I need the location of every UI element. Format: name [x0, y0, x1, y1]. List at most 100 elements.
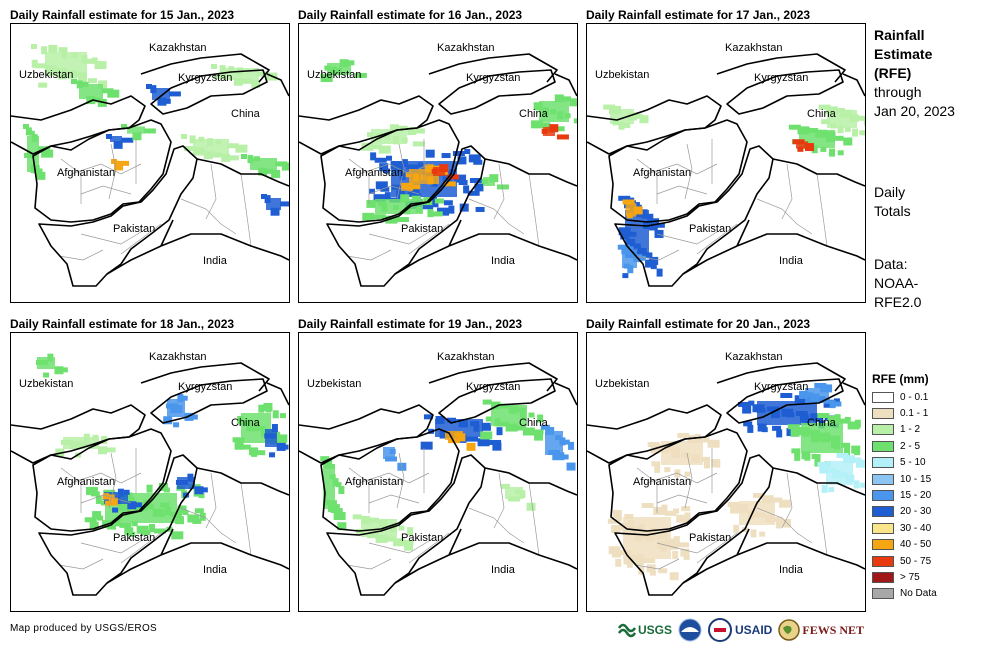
legend-label: > 75	[900, 571, 920, 583]
country-label-afghanistan: Afghanistan	[345, 476, 403, 488]
rainfall-cells	[607, 383, 865, 581]
country-label-kyrgyzstan: Kyrgyzstan	[178, 72, 232, 84]
side-title-line: Rainfall	[874, 27, 925, 43]
daily-totals-label: Daily Totals	[874, 183, 979, 221]
country-label-india: India	[203, 564, 228, 576]
country-label-pakistan: Pakistan	[401, 223, 443, 235]
rfe-legend: RFE (mm) 0 - 0.1 0.1 - 1 1 - 2 2 - 5 5 - 10 1…	[872, 372, 982, 602]
country-label-kyrgyzstan: Kyrgyzstan	[178, 381, 232, 393]
legend-item: 50 - 75	[872, 553, 982, 569]
country-label-india: India	[203, 255, 228, 267]
country-borders	[299, 362, 577, 596]
legend-swatch	[872, 539, 894, 551]
legend-item: 0 - 0.1	[872, 389, 982, 405]
agency-logos: USGS USAID FEWS NET	[618, 616, 870, 644]
country-label-china: China	[807, 108, 837, 120]
usgs-logo-icon	[618, 623, 636, 638]
legend-item: 20 - 30	[872, 504, 982, 520]
legend-item: No Data	[872, 586, 982, 602]
through-line: Jan 20, 2023	[874, 103, 955, 119]
data-line: Data:	[874, 256, 908, 272]
legend-label: 0.1 - 1	[900, 408, 929, 420]
rainfall-cells	[320, 399, 576, 551]
legend-item: 2 - 5	[872, 438, 982, 454]
country-label-pakistan: Pakistan	[113, 532, 155, 544]
country-label-pakistan: Pakistan	[401, 532, 443, 544]
side-title: Rainfall Estimate (RFE)	[874, 26, 979, 83]
noaa-logo-icon	[678, 618, 702, 642]
legend-label: 1 - 2	[900, 424, 921, 436]
country-borders	[299, 53, 577, 287]
legend-label: 15 - 20	[900, 490, 932, 502]
legend-item: 10 - 15	[872, 471, 982, 487]
through-date: through Jan 20, 2023	[874, 83, 979, 121]
map-credit: Map produced by USGS/EROS	[10, 623, 158, 634]
country-label-afghanistan: Afghanistan	[57, 167, 115, 179]
country-label-pakistan: Pakistan	[689, 532, 731, 544]
country-label-pakistan: Pakistan	[113, 223, 155, 235]
country-label-uzbekistan: Uzbekistan	[19, 378, 73, 390]
province-borders	[346, 139, 540, 261]
legend-label: 50 - 75	[900, 555, 932, 567]
country-label-kazakhstan: Kazakhstan	[437, 351, 494, 363]
panel-title: Daily Rainfall estimate for 16 Jan., 202…	[298, 8, 523, 22]
legend-swatch	[872, 490, 894, 502]
country-label-afghanistan: Afghanistan	[633, 476, 691, 488]
map-canvas: Kazakhstan Uzbekistan Kyrgyzstan China Afgha…	[587, 42, 865, 287]
country-label-uzbekistan: Uzbekistan	[307, 69, 361, 81]
legend-swatch	[872, 571, 894, 583]
rainfall-map: Kazakhstan Uzbekistan Kyrgyzstan China Afgha…	[10, 23, 290, 303]
country-borders	[11, 362, 289, 596]
panel-title: Daily Rainfall estimate for 20 Jan., 202…	[586, 317, 811, 331]
country-label-afghanistan: Afghanistan	[633, 167, 691, 179]
country-label-kazakhstan: Kazakhstan	[149, 351, 206, 363]
country-borders	[11, 53, 289, 287]
country-label-kazakhstan: Kazakhstan	[725, 42, 782, 54]
country-label-afghanistan: Afghanistan	[57, 476, 115, 488]
daily-line: Daily	[874, 184, 906, 200]
legend-label: 10 - 15	[900, 473, 932, 485]
country-label-india: India	[779, 255, 804, 267]
country-label-india: India	[491, 564, 516, 576]
legend-swatch	[872, 457, 894, 469]
country-label-india: India	[779, 564, 804, 576]
country-label-kazakhstan: Kazakhstan	[149, 42, 206, 54]
legend-label: 2 - 5	[900, 440, 921, 452]
fewsnet-logo-text: FEWS NET	[802, 622, 865, 637]
legend-item: 40 - 50	[872, 537, 982, 553]
legend-swatch	[872, 555, 894, 567]
legend-label: 40 - 50	[900, 539, 932, 551]
usaid-logo-text: USAID	[735, 623, 773, 637]
rainfall-map: Kazakhstan Uzbekistan Kyrgyzstan China Afgha…	[298, 332, 578, 612]
panel-title: Daily Rainfall estimate for 19 Jan., 202…	[298, 317, 523, 331]
map-canvas: Kazakhstan Uzbekistan Kyrgyzstan China Afgha…	[11, 351, 289, 596]
province-borders	[58, 139, 252, 261]
country-label-afghanistan: Afghanistan	[345, 167, 403, 179]
panel-title: Daily Rainfall estimate for 18 Jan., 202…	[10, 317, 235, 331]
country-label-kyrgyzstan: Kyrgyzstan	[754, 381, 808, 393]
country-label-china: China	[519, 417, 549, 429]
legend-items: 0 - 0.1 0.1 - 1 1 - 2 2 - 5 5 - 10 10 - 15 15 …	[872, 389, 982, 602]
map-canvas: Kazakhstan Uzbekistan Kyrgyzstan China Afgha…	[299, 42, 577, 287]
rainfall-cells	[603, 104, 865, 279]
legend-label: 0 - 0.1	[900, 391, 929, 403]
legend-swatch	[872, 506, 894, 518]
legend-item: 5 - 10	[872, 455, 982, 471]
country-label-kazakhstan: Kazakhstan	[725, 351, 782, 363]
legend-swatch	[872, 408, 894, 420]
country-label-kyrgyzstan: Kyrgyzstan	[466, 72, 520, 84]
country-label-uzbekistan: Uzbekistan	[595, 69, 649, 81]
side-title-line: Estimate	[874, 46, 933, 62]
legend-swatch	[872, 522, 894, 534]
legend-swatch	[872, 440, 894, 452]
map-canvas: Kazakhstan Uzbekistan Kyrgyzstan China Afgha…	[587, 351, 865, 596]
country-label-india: India	[491, 255, 516, 267]
rainfall-map: Kazakhstan Uzbekistan Kyrgyzstan China Afgha…	[10, 332, 290, 612]
rainfall-map: Kazakhstan Uzbekistan Kyrgyzstan China Afgha…	[298, 23, 578, 303]
province-borders	[346, 448, 540, 570]
fewsnet-globe-icon	[778, 619, 801, 641]
legend-label: 20 - 30	[900, 506, 932, 518]
data-line: NOAA-	[874, 275, 919, 291]
legend-item: 15 - 20	[872, 487, 982, 503]
country-borders	[587, 53, 865, 287]
